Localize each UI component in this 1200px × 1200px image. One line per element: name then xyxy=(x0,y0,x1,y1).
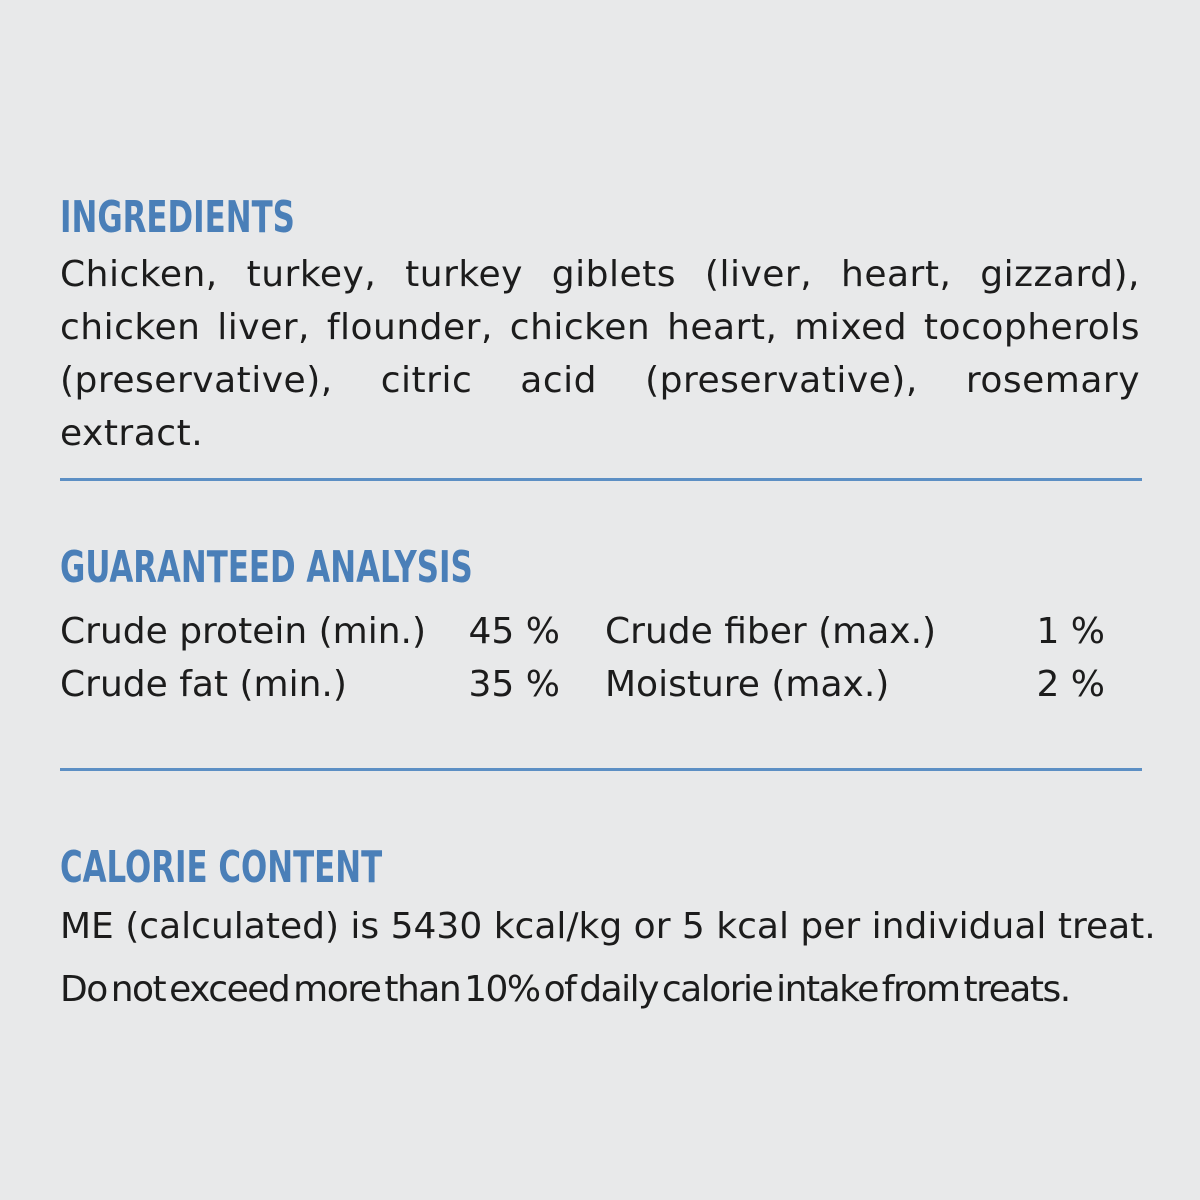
analysis-label: Moisture (max.) xyxy=(605,664,890,705)
analysis-value: 45 % xyxy=(468,611,560,652)
feeding-note: Do not exceed more than 10% of daily cal… xyxy=(60,969,1071,1010)
analysis-row: Crude fat (min.) 35 % Moisture (max.) 2 … xyxy=(60,660,1140,710)
ingredients-text: Chicken, turkey, turkey giblets (liver, … xyxy=(60,254,1140,454)
analysis-row: Crude protein (min.) 45 % Crude fiber (m… xyxy=(60,607,1140,657)
analysis-value: 2 % xyxy=(1036,664,1105,705)
section-divider xyxy=(60,768,1142,771)
analysis-label: Crude fat (min.) xyxy=(60,664,347,705)
section-divider xyxy=(60,478,1142,481)
analysis-label: Crude protein (min.) xyxy=(60,611,427,652)
ingredients-heading: INGREDIENTS xyxy=(60,192,295,243)
calorie-content-heading: CALORIE CONTENT xyxy=(60,842,383,893)
calorie-text: ME (calculated) is 5430 kcal/kg or 5 kca… xyxy=(60,906,1156,947)
guaranteed-analysis-heading: GUARANTEED ANALYSIS xyxy=(60,542,473,593)
analysis-label: Crude fiber (max.) xyxy=(605,611,937,652)
analysis-value: 35 % xyxy=(468,664,560,705)
analysis-value: 1 % xyxy=(1036,611,1105,652)
